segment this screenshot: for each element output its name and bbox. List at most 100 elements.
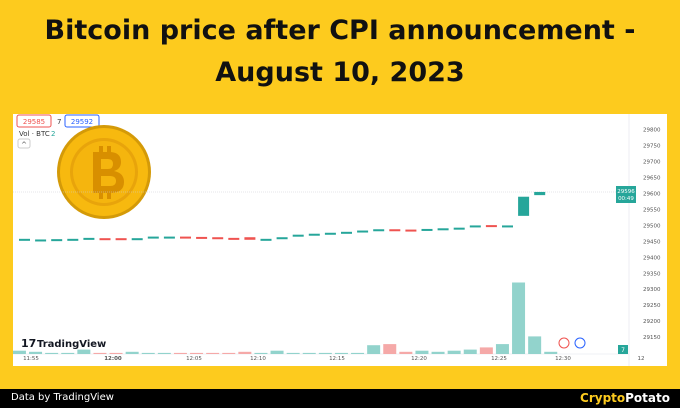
candle[interactable]: [99, 238, 111, 241]
candle[interactable]: [212, 237, 224, 240]
candle[interactable]: [180, 236, 191, 239]
volume-bar: [238, 351, 252, 354]
volume-bar: [254, 352, 268, 354]
volume-bar: [222, 352, 236, 354]
candle[interactable]: [147, 236, 159, 239]
x-tick-label: 12:05: [186, 356, 202, 362]
brand-part2: Potato: [625, 391, 670, 405]
volume-bar: [351, 352, 365, 354]
candle[interactable]: [324, 232, 336, 235]
candle[interactable]: [502, 225, 513, 228]
volume-bar: [77, 349, 91, 354]
volume-bar: [93, 352, 107, 354]
candle[interactable]: [373, 229, 385, 232]
x-tick-label: 12:00: [104, 356, 122, 362]
tradingview-logo-icon: 17: [21, 337, 36, 350]
candle[interactable]: [518, 196, 530, 216]
volume-bar: [173, 352, 187, 354]
y-tick-label: 29600: [643, 192, 661, 198]
y-tick-label: 29350: [643, 271, 661, 277]
candle[interactable]: [196, 236, 208, 239]
y-tick-label: 29300: [643, 287, 661, 293]
candle[interactable]: [19, 238, 30, 241]
candle[interactable]: [244, 237, 256, 240]
chevron-up-icon: ^: [21, 141, 27, 149]
volume-bar: [399, 351, 413, 354]
volume-bar: [334, 352, 348, 354]
y-tick-label: 29750: [643, 144, 661, 150]
volume-bar: [544, 351, 558, 354]
bid-box[interactable]: [16, 114, 52, 128]
candle[interactable]: [437, 228, 449, 231]
volume-badge-value: 7: [621, 347, 625, 354]
y-tick-label: 29700: [643, 160, 661, 166]
volume-bar: [206, 352, 220, 354]
candle[interactable]: [453, 227, 465, 230]
bar-countdown: 00:49: [618, 196, 634, 202]
chart-title-line2: August 10, 2023: [215, 57, 465, 88]
candle[interactable]: [357, 230, 369, 233]
x-tick-label: 12:10: [250, 356, 266, 362]
volume-bar: [29, 351, 43, 354]
ask-box[interactable]: [64, 114, 100, 128]
candle[interactable]: [534, 191, 546, 196]
candle[interactable]: [276, 237, 288, 240]
candle[interactable]: [51, 239, 63, 242]
ask-price: 29592: [71, 118, 93, 126]
spread-value: 7: [57, 118, 61, 126]
volume-bar: [286, 352, 300, 354]
collapse-button[interactable]: [17, 138, 31, 149]
volume-badge: [618, 345, 628, 354]
candle[interactable]: [389, 229, 401, 232]
volume-bar: [61, 352, 75, 354]
candle[interactable]: [308, 233, 320, 236]
chart-panel[interactable]: 29585 7 29592 Vol · BTC 2 ^ 29800 29750 29…: [12, 114, 667, 366]
candle[interactable]: [292, 234, 304, 237]
current-price: 29596: [617, 189, 635, 195]
candle[interactable]: [67, 238, 79, 241]
volume-bar: [367, 345, 381, 354]
brand-part1: Crypto: [580, 391, 626, 405]
candle[interactable]: [35, 239, 47, 242]
x-tick-label: 12:30: [555, 356, 571, 362]
candle[interactable]: [131, 238, 143, 241]
y-tick-label: 29450: [643, 239, 661, 245]
candle[interactable]: [405, 229, 417, 232]
footer-bar: Data by TradingView CryptoPotato: [0, 389, 680, 408]
calendar-event-icon[interactable]: [558, 337, 570, 349]
current-price-label: [616, 186, 636, 203]
candle[interactable]: [485, 225, 497, 228]
candle[interactable]: [341, 231, 352, 234]
candle[interactable]: [163, 236, 175, 239]
volume-bar: [157, 352, 171, 354]
x-tick-label: 12:20: [411, 356, 427, 362]
volume-bar: [415, 350, 429, 354]
cryptopotato-logo: CryptoPotato: [580, 391, 670, 405]
clock-icon[interactable]: [574, 337, 586, 349]
y-tick-label: 29200: [643, 319, 661, 325]
plot-area[interactable]: 29800 29750 29700 29650 29600 29550 29500 29450…: [12, 114, 661, 366]
candle[interactable]: [469, 225, 481, 228]
volume-bar: [479, 347, 493, 354]
volume-bar: [109, 352, 123, 354]
y-tick-label: 29650: [643, 176, 661, 182]
price-chart[interactable]: 29585 7 29592 Vol · BTC 2 ^ 298002975029…: [12, 114, 667, 366]
candle[interactable]: [421, 228, 433, 231]
volume-bar: [190, 352, 204, 354]
volume-bar: [302, 352, 316, 354]
y-tick-label: 29800: [643, 128, 661, 134]
candle[interactable]: [260, 238, 272, 241]
x-tick-label: 11:55: [23, 356, 39, 362]
volume-bar: [383, 344, 397, 354]
candle[interactable]: [115, 238, 127, 241]
candle[interactable]: [228, 237, 240, 240]
volume-bar: [447, 350, 461, 354]
candle[interactable]: [83, 237, 95, 240]
volume-bar: [125, 351, 139, 354]
volume-bar: [528, 336, 542, 354]
x-tick-label: 12:15: [329, 356, 345, 362]
y-tick-label: 29500: [643, 223, 661, 229]
y-tick-label: 29250: [643, 303, 661, 309]
bitcoin-logo: [57, 125, 151, 219]
data-source: Data by TradingView: [11, 392, 114, 403]
